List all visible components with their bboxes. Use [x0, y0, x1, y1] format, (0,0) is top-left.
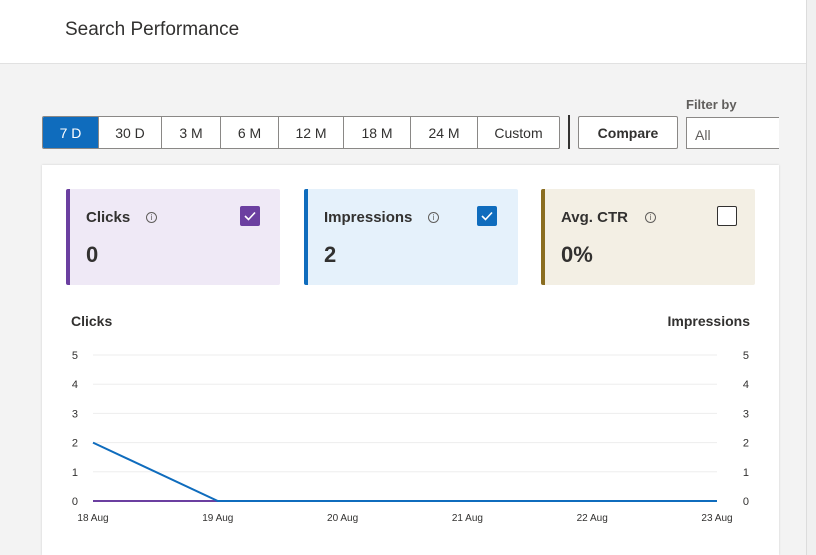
right-y-tick-label: 4: [743, 379, 749, 391]
left-y-tick-label: 1: [72, 467, 78, 479]
impressions-value: 2: [324, 242, 337, 267]
range-24m-button[interactable]: 24 M: [410, 117, 477, 148]
checkmark-icon: [481, 211, 493, 221]
series-line-impressions: [92, 441, 717, 502]
info-icon[interactable]: i: [645, 212, 656, 223]
left-axis-title: Clicks: [71, 313, 113, 329]
right-y-tick-label: 0: [743, 496, 749, 508]
left-y-tick-label: 0: [72, 496, 78, 508]
range-3m-button[interactable]: 3 M: [161, 117, 220, 148]
avg-ctr-card[interactable]: Avg. CTR i 0%: [541, 189, 755, 285]
range-30d-button[interactable]: 30 D: [98, 117, 161, 148]
page-title: Search Performance: [65, 19, 240, 40]
x-tick-label: 23 Aug: [701, 513, 732, 524]
performance-chart: 0 1 2 3 4 5 0 1 2 3 4 5 18 Aug 19 Aug 20 Aug 21 Aug 22 A…: [72, 350, 749, 524]
impressions-card-title: Impressions: [324, 209, 413, 226]
x-tick-label: 21 Aug: [452, 513, 483, 524]
filter-label: Filter by: [686, 97, 737, 112]
left-y-tick-label: 4: [72, 379, 78, 391]
x-tick-label: 20 Aug: [327, 513, 358, 524]
x-tick-label: 19 Aug: [202, 513, 233, 524]
right-y-tick-label: 5: [743, 350, 749, 362]
impressions-card[interactable]: Impressions i 2: [304, 189, 518, 285]
range-6m-button[interactable]: 6 M: [220, 117, 278, 148]
avg-ctr-value: 0%: [561, 242, 593, 267]
right-y-tick-label: 1: [743, 467, 749, 479]
toolbar-divider: [568, 115, 570, 149]
scrollbar[interactable]: [806, 0, 816, 555]
compare-button[interactable]: Compare: [578, 116, 678, 149]
clicks-card-title: Clicks: [86, 209, 131, 226]
left-y-tick-label: 3: [72, 408, 78, 420]
performance-panel: Clicks i 0 Impressions i 2 Avg. CTR i 0%…: [42, 165, 779, 555]
date-range-selector: 7 D 30 D 3 M 6 M 12 M 18 M 24 M Custom: [42, 116, 560, 149]
x-tick-label: 18 Aug: [77, 513, 108, 524]
filter-dropdown[interactable]: All: [686, 117, 779, 149]
info-icon[interactable]: i: [146, 212, 157, 223]
left-y-tick-label: 2: [72, 438, 78, 450]
clicks-card[interactable]: Clicks i 0: [66, 189, 280, 285]
right-axis-title: Impressions: [667, 313, 750, 329]
right-y-tick-label: 2: [743, 438, 749, 450]
checkmark-icon: [244, 211, 256, 221]
filter-value: All: [695, 127, 711, 143]
clicks-checkbox[interactable]: [240, 206, 260, 226]
avg-ctr-card-title: Avg. CTR: [561, 209, 628, 226]
left-y-tick-label: 5: [72, 350, 78, 362]
page-header: Search Performance: [0, 0, 806, 64]
impressions-checkbox[interactable]: [477, 206, 497, 226]
info-icon[interactable]: i: [428, 212, 439, 223]
right-y-tick-label: 3: [743, 408, 749, 420]
range-7d-button[interactable]: 7 D: [43, 117, 98, 148]
range-18m-button[interactable]: 18 M: [343, 117, 410, 148]
range-custom-button[interactable]: Custom: [477, 117, 559, 148]
x-tick-label: 22 Aug: [577, 513, 608, 524]
clicks-value: 0: [86, 242, 99, 267]
avg-ctr-checkbox[interactable]: [717, 206, 737, 226]
range-12m-button[interactable]: 12 M: [278, 117, 343, 148]
